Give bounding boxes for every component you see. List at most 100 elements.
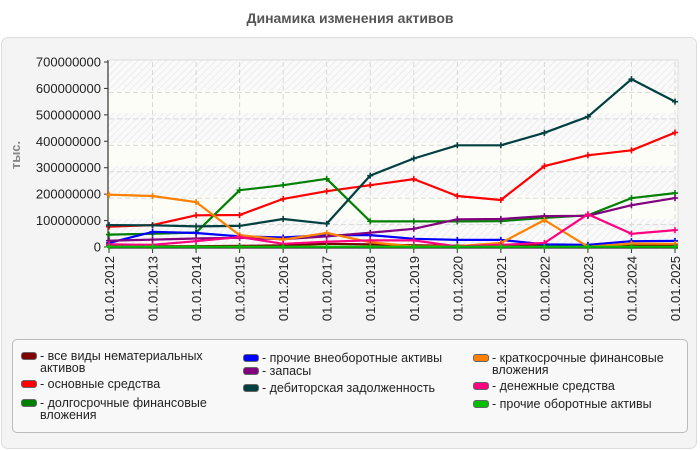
legend-label: - дебиторская задолженность (262, 381, 436, 395)
data-point-marker (323, 243, 330, 250)
x-tick-label: 01.01.2014 (189, 256, 204, 321)
x-tick-label: 01.01.2013 (146, 256, 161, 321)
data-point-marker (367, 243, 374, 250)
data-point-marker (410, 155, 417, 162)
data-point-marker (454, 142, 461, 149)
data-point-marker (672, 243, 678, 250)
data-point-marker (672, 190, 678, 197)
data-point-marker (584, 243, 591, 250)
legend-swatch-icon (243, 354, 259, 362)
data-point-marker (541, 243, 548, 250)
legend-label: - запасы (262, 364, 312, 378)
data-point-marker (149, 222, 156, 229)
y-tick-label: 0 (94, 240, 101, 255)
legend-swatch-icon (21, 380, 37, 388)
data-point-marker (193, 223, 200, 230)
legend-swatch-icon (243, 367, 259, 375)
y-tick-label: 300000000 (36, 160, 101, 175)
x-tick-label: 01.01.2016 (276, 256, 291, 321)
legend-swatch-icon (21, 399, 37, 407)
data-point-marker (410, 225, 417, 232)
data-point-marker (323, 175, 330, 182)
chart-title: Динамика изменения активов (246, 10, 454, 26)
x-tick-label: 01.01.2012 (102, 256, 117, 321)
legend-item: - краткосрочные финансовые вложения (473, 352, 664, 376)
data-point-marker (236, 233, 243, 240)
x-tick-label: 01.01.2023 (581, 256, 596, 321)
data-point-marker (367, 218, 374, 225)
data-point-marker (672, 129, 678, 136)
data-point-marker (323, 229, 330, 236)
legend-item: - запасы (243, 365, 311, 377)
legend-swatch-icon (473, 382, 489, 390)
data-point-marker (236, 243, 243, 250)
data-point-marker (280, 215, 287, 222)
data-point-marker (497, 142, 504, 149)
axes (107, 59, 679, 249)
data-point-marker (149, 192, 156, 199)
data-point-marker (106, 191, 112, 198)
line-chart: 0 100000000 200000000 300000000 400000000 500… (8, 55, 683, 322)
x-tick-label: 01.01.2015 (233, 256, 248, 321)
legend-label: - денежные средства (492, 379, 615, 393)
data-point-marker (628, 195, 635, 202)
grid-lines (109, 62, 678, 247)
data-point-marker (628, 147, 635, 154)
data-point-marker (541, 129, 548, 136)
legend-swatch-icon (21, 352, 37, 360)
data-point-marker (280, 243, 287, 250)
data-point-marker (454, 192, 461, 199)
data-point-marker (672, 195, 678, 202)
y-tick-label: 100000000 (36, 213, 101, 228)
x-tick-label: 01.01.2024 (624, 256, 639, 321)
legend-label: - основные средства (40, 377, 161, 391)
data-point-marker (628, 202, 635, 209)
series-line (106, 76, 678, 230)
legend-item: - дебиторская задолженность (243, 382, 435, 394)
y-tick-label: 200000000 (36, 187, 101, 202)
data-point-marker (193, 212, 200, 219)
data-point-marker (193, 238, 200, 245)
data-point-marker (367, 172, 374, 179)
data-point-marker (410, 218, 417, 225)
y-tick-label: 500000000 (36, 107, 101, 122)
data-point-marker (497, 215, 504, 222)
data-point-marker (323, 188, 330, 195)
data-point-marker (584, 152, 591, 159)
series-line (106, 243, 678, 250)
data-point-marker (236, 222, 243, 229)
data-point-marker (454, 216, 461, 223)
x-axis-ticks: 01.01.2012 01.01.2013 01.01.2014 01.01.2015… (102, 248, 683, 321)
x-tick-label: 01.01.2018 (363, 256, 378, 321)
legend-item: - прочие оборотные активы (473, 398, 652, 410)
data-point-marker (193, 229, 200, 236)
data-point-marker (628, 230, 635, 237)
data-point-marker (106, 243, 112, 250)
data-point-marker (323, 238, 330, 245)
chart-legend: - все виды нематериальных активов - основ… (12, 339, 688, 433)
x-tick-label: 01.01.2021 (494, 256, 509, 321)
data-point-marker (497, 196, 504, 203)
legend-item: - все виды нематериальных активов (21, 350, 203, 374)
data-point-marker (236, 187, 243, 194)
data-point-marker (454, 243, 461, 250)
x-tick-label: 01.01.2019 (407, 256, 422, 321)
y-tick-label: 700000000 (36, 55, 101, 70)
data-point-marker (628, 243, 635, 250)
data-point-marker (323, 220, 330, 227)
data-point-marker (584, 113, 591, 120)
x-tick-label: 01.01.2022 (537, 256, 552, 321)
legend-swatch-icon (473, 354, 489, 362)
data-point-marker (193, 199, 200, 206)
legend-label: - краткосрочные финансовые вложения (492, 351, 664, 377)
x-tick-label: 01.01.2025 (668, 256, 683, 321)
data-point-marker (672, 227, 678, 234)
data-point-marker (236, 212, 243, 219)
data-point-marker (106, 231, 112, 238)
series-lines (106, 76, 678, 250)
data-point-marker (410, 243, 417, 250)
data-point-marker (367, 229, 374, 236)
legend-item: - основные средства (21, 378, 160, 390)
data-point-marker (497, 243, 504, 250)
data-point-marker (584, 211, 591, 218)
